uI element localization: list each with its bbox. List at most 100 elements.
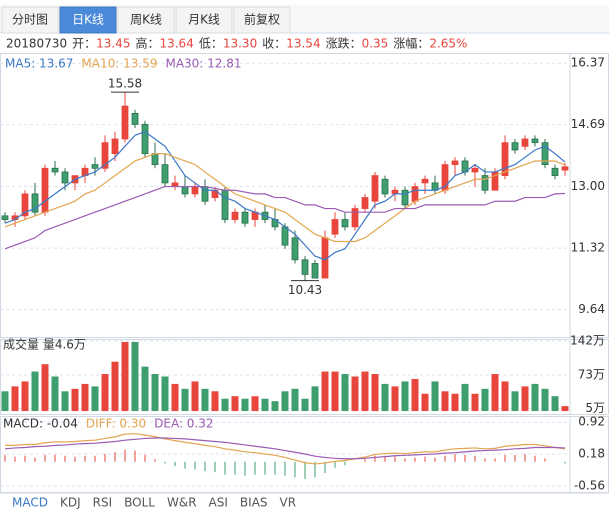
candle-body <box>21 193 29 217</box>
candle-body <box>451 160 459 166</box>
indicator-tab[interactable]: W&R <box>167 496 197 510</box>
volume-bar <box>81 383 89 412</box>
volume-bar <box>461 383 469 412</box>
annotation: 10.43 <box>288 283 322 297</box>
volume-bar <box>11 386 19 412</box>
y-tick-label: 9.64 <box>578 302 605 316</box>
tab[interactable] <box>175 6 233 34</box>
volume-bar <box>131 341 139 412</box>
indicator-tab[interactable]: VR <box>280 496 297 510</box>
indicator-tab[interactable]: KDJ <box>60 496 81 510</box>
candle-body <box>541 142 549 166</box>
volume-bar <box>341 374 349 412</box>
candle-body <box>141 123 149 155</box>
tab[interactable] <box>1 6 59 34</box>
indicator-tab[interactable]: BOLL <box>124 496 155 510</box>
candle-body <box>341 219 349 228</box>
candle-body <box>241 211 249 224</box>
volume-bar <box>301 398 309 412</box>
candle-body <box>511 142 519 151</box>
volume-bar <box>431 381 439 412</box>
tab[interactable] <box>233 6 291 34</box>
volume-bar <box>531 383 539 412</box>
legend-entry: MA30: 12.81 <box>165 57 241 71</box>
volume-bar <box>231 396 239 412</box>
candle-body <box>351 208 359 228</box>
volume-bar <box>201 388 209 412</box>
candle-body <box>231 211 239 220</box>
volume-bar <box>511 391 519 412</box>
y-tick-label: 16.37 <box>571 56 605 70</box>
volume-bar <box>521 386 529 412</box>
y-tick-label: 73万 <box>578 368 605 382</box>
legend-entry: MA10: 13.59 <box>81 57 157 71</box>
tab-label[interactable]: 日K线 <box>72 13 104 27</box>
candle-body <box>381 178 389 195</box>
volume-bar <box>481 388 489 412</box>
volume-bar <box>541 388 549 412</box>
tab[interactable] <box>117 6 175 34</box>
volume-bar <box>41 364 49 412</box>
candle-body <box>501 142 509 177</box>
y-tick-label: 142万 <box>570 333 605 347</box>
volume-bar <box>291 388 299 412</box>
y-tick-label: 0.18 <box>578 447 605 461</box>
candle-body <box>121 105 129 140</box>
indicator-line <box>4 131 566 261</box>
candle-body <box>181 186 189 195</box>
info-value: 13.30 <box>223 37 257 51</box>
candle-body <box>61 171 69 184</box>
info-label: 高： <box>135 36 159 51</box>
indicator-tab[interactable]: BIAS <box>240 496 268 510</box>
volume-bar <box>101 374 109 412</box>
indicator-tab[interactable]: MACD <box>12 496 48 510</box>
volume-bar <box>91 386 99 412</box>
candle-body <box>481 175 489 191</box>
y-tick-label: 5万 <box>585 401 605 415</box>
volume-bar <box>451 393 459 412</box>
candle-body <box>331 219 339 235</box>
volume-bar <box>31 371 39 412</box>
candle-body <box>1 215 9 220</box>
candle-body <box>221 189 229 220</box>
indicator-line <box>4 437 566 460</box>
annotation: 15.58 <box>108 77 142 91</box>
volume-bar <box>351 376 359 412</box>
candle-body <box>281 226 289 246</box>
legend-entry: MACD: -0.04 <box>3 417 78 431</box>
info-label: 涨跌： <box>326 36 362 51</box>
tab-label[interactable]: 周K线 <box>130 13 162 27</box>
volume-bar <box>221 398 229 412</box>
volume-bar <box>121 341 129 412</box>
volume-bar <box>361 371 369 412</box>
indicator-tab[interactable]: ASI <box>209 496 228 510</box>
candle-body <box>191 186 199 195</box>
info-value: 13.64 <box>159 37 193 51</box>
candle-body <box>421 178 429 184</box>
y-tick-label: 13.00 <box>571 179 605 193</box>
volume-bar <box>51 376 59 412</box>
tab[interactable] <box>59 6 117 34</box>
indicator-tab[interactable]: RSI <box>93 496 113 510</box>
volume-bar <box>61 391 69 412</box>
candle-body <box>311 263 319 279</box>
candle-body <box>411 186 419 202</box>
volume-bar <box>261 398 269 412</box>
volume-bar <box>241 398 249 412</box>
candle-body <box>41 167 49 213</box>
volume-bar <box>281 391 289 412</box>
candle-body <box>51 167 59 173</box>
volume-bar <box>561 406 569 412</box>
volume-bar <box>421 393 429 412</box>
volume-bar <box>391 386 399 412</box>
candle-body <box>91 164 99 169</box>
volume-bar <box>271 401 279 412</box>
candle-body <box>401 189 409 206</box>
tab-label[interactable]: 分时图 <box>12 13 48 27</box>
volume-bar <box>441 391 449 412</box>
legend-entry: DIFF: 0.30 <box>86 417 146 431</box>
tab-label[interactable]: 月K线 <box>188 13 220 27</box>
info-date: 20180730 <box>6 37 67 51</box>
tab-label[interactable]: 前复权 <box>244 12 280 27</box>
